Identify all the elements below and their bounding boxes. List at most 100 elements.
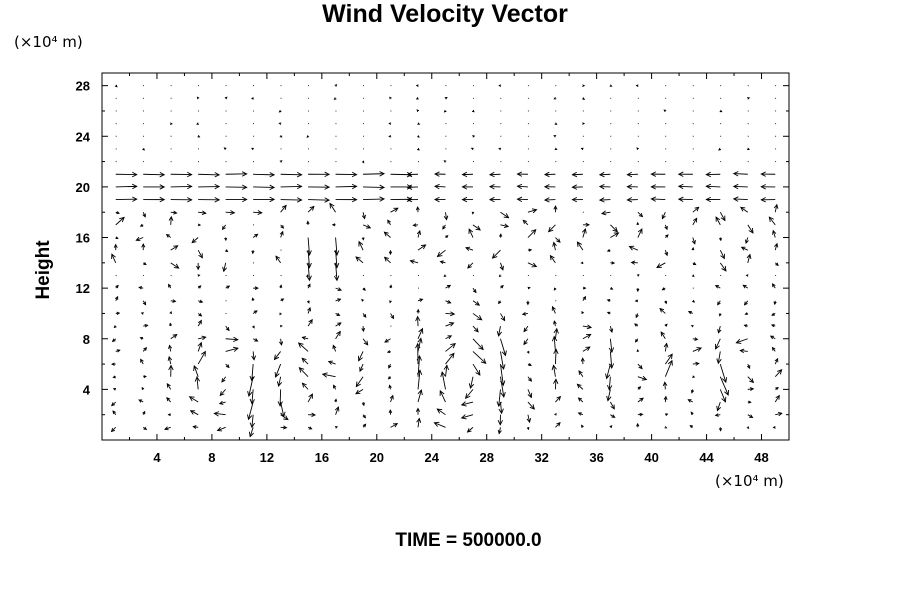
wind-vector: [224, 96, 228, 100]
wind-vector: [634, 299, 638, 303]
wind-vector: [164, 426, 171, 431]
x-tick-label: 8: [208, 450, 215, 465]
wind-vector: [580, 147, 584, 151]
wind-vector: [576, 383, 584, 390]
wind-vector: [527, 376, 533, 382]
wind-vector: [606, 389, 612, 402]
wind-vector: [719, 109, 723, 113]
wind-vector: [496, 389, 502, 408]
wind-vector: [610, 224, 619, 233]
wind-vector: [775, 387, 779, 391]
wind-vector: [197, 319, 202, 327]
wind-vector: [500, 376, 506, 398]
wind-vector: [637, 386, 642, 390]
wind-vector: [416, 109, 420, 113]
wind-vector: [253, 286, 259, 290]
wind-vector: [635, 313, 639, 319]
wind-vector: [743, 324, 748, 328]
wind-vector: [719, 389, 727, 403]
wind-vector: [581, 424, 584, 428]
wind-vector: [747, 97, 751, 100]
wind-vector: [598, 197, 611, 203]
wind-vector: [500, 313, 506, 322]
wind-vector: [112, 387, 117, 391]
y-tick-label: 24: [76, 129, 91, 144]
wind-vector: [361, 326, 366, 333]
wind-vector: [551, 305, 556, 314]
wind-vector: [445, 322, 455, 327]
wind-vector: [445, 311, 456, 317]
wind-vector: [664, 359, 673, 377]
wind-vector: [630, 260, 638, 265]
wind-vector: [301, 336, 309, 341]
wind-vector: [445, 284, 452, 289]
wind-vector: [692, 347, 703, 352]
wind-vector: [307, 205, 315, 213]
x-tick-label: 36: [589, 450, 603, 465]
wind-vector: [771, 346, 776, 352]
wind-vector: [115, 171, 138, 178]
wind-vector: [412, 223, 419, 227]
wind-vector: [718, 427, 723, 432]
wind-vector: [142, 426, 148, 430]
wind-vector: [747, 387, 755, 392]
wind-vector: [170, 334, 178, 340]
wind-vector: [335, 330, 341, 340]
wind-vector: [716, 351, 722, 365]
wind-vector: [771, 283, 776, 289]
wind-vector: [472, 325, 479, 333]
wind-vector: [745, 274, 749, 277]
wind-vector: [664, 426, 668, 429]
wind-vector: [543, 197, 556, 203]
wind-vector: [718, 313, 722, 317]
wind-vector: [115, 183, 138, 190]
wind-vector: [460, 401, 474, 407]
y-tick-label: 20: [76, 180, 90, 195]
wind-vector: [610, 287, 614, 290]
wind-vector: [167, 355, 173, 365]
wind-vector: [113, 243, 118, 251]
wind-vector: [388, 363, 392, 369]
wind-vector: [609, 425, 613, 429]
wind-vector: [252, 233, 259, 238]
wind-vector: [332, 344, 337, 352]
wind-vector: [554, 147, 558, 151]
wind-vector: [690, 325, 694, 328]
wind-vector: [547, 224, 556, 233]
wind-vector: [362, 224, 372, 229]
wind-vector: [225, 346, 239, 352]
wind-vector: [445, 342, 456, 352]
wind-vector: [280, 197, 303, 203]
wind-vector: [358, 240, 364, 251]
wind-vector: [193, 364, 199, 377]
wind-vector: [297, 342, 309, 352]
wind-vector: [279, 338, 284, 346]
wind-vector: [111, 253, 117, 264]
x-tick-label: 32: [534, 450, 548, 465]
wind-vector: [747, 400, 752, 404]
wind-vector: [390, 313, 395, 320]
wind-vector: [142, 300, 147, 306]
wind-vector: [191, 237, 199, 244]
wind-vector: [582, 295, 587, 302]
wind-vector: [166, 397, 172, 403]
wind-vector: [526, 350, 530, 354]
wind-vector: [170, 183, 193, 190]
wind-vector: [746, 426, 750, 430]
wind-vector: [692, 337, 699, 341]
wind-vector: [415, 407, 421, 415]
wind-vector: [554, 122, 558, 125]
wind-vector: [225, 184, 248, 190]
wind-vector: [626, 171, 638, 178]
wind-vector: [389, 300, 392, 304]
wind-vector: [553, 378, 559, 390]
wind-vector: [443, 274, 447, 278]
wind-vector: [253, 210, 263, 215]
wind-vector: [111, 338, 117, 343]
wind-vector: [581, 227, 587, 238]
wind-vector: [213, 411, 226, 417]
wind-vector: [491, 249, 501, 259]
wind-vector: [252, 310, 258, 314]
wind-vector: [661, 212, 666, 220]
